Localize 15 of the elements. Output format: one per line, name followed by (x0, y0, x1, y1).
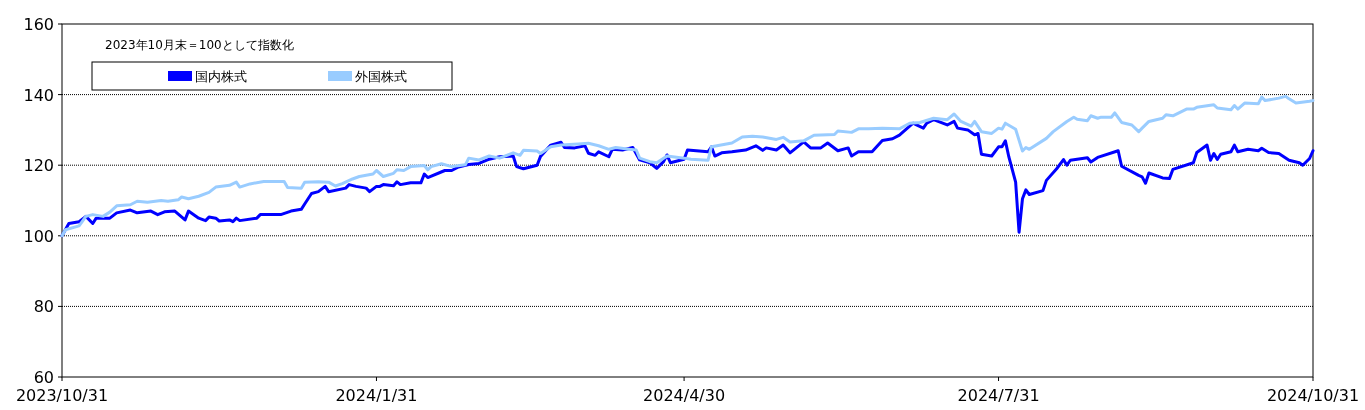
x-tick-label: 2023/10/31 (15, 386, 109, 405)
y-tick-label: 160 (23, 15, 54, 34)
y-tick-label: 100 (23, 226, 54, 246)
x-tick-label: 2024/1/31 (335, 386, 418, 405)
line-series (60, 94, 1315, 238)
y-tick-label: 120 (23, 156, 54, 176)
x-tick-label: 2024/10/31 (1266, 386, 1360, 405)
y-tick-label: 60 (33, 368, 54, 387)
legend-label: 外国株式 (355, 69, 407, 84)
x-tick-label: 2024/7/31 (957, 386, 1040, 405)
y-tick-label: 140 (23, 85, 54, 105)
annotation: 2023年10月末＝100として指数化 (105, 38, 294, 52)
legend-label: 国内株式 (195, 69, 247, 84)
y-tick-label: 80 (33, 297, 54, 317)
x-tick-label: 2024/4/30 (643, 386, 726, 405)
